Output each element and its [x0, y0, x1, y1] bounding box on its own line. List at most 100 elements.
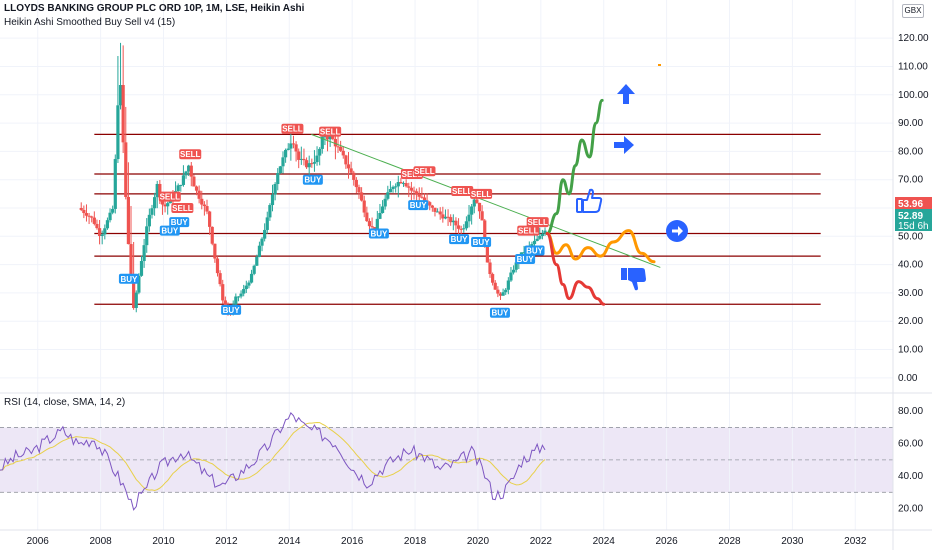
- candle-body: [320, 136, 324, 149]
- time-tick-label: 2024: [593, 536, 616, 547]
- candle-body: [192, 176, 196, 187]
- candle-body: [132, 277, 136, 308]
- candle-body: [312, 162, 317, 164]
- candle-body: [116, 105, 120, 160]
- signal-sell-label: SELL: [471, 190, 492, 199]
- candle-body: [396, 182, 400, 187]
- candle-body: [129, 244, 133, 278]
- candle-body: [152, 197, 157, 209]
- signal-buy-label: BUY: [410, 201, 428, 210]
- candle-body: [433, 207, 437, 212]
- candle-body: [407, 186, 411, 188]
- candles: [79, 42, 547, 316]
- price-tick-label: 70.00: [898, 175, 923, 186]
- crosshair-price-text: 53.96: [898, 199, 923, 210]
- currency-tag[interactable]: GBX: [902, 4, 924, 18]
- rsi-tick-label: 40.00: [898, 471, 923, 482]
- candle-body: [491, 274, 495, 283]
- last-price-text: 52.89: [898, 211, 923, 222]
- candle-body: [535, 238, 539, 241]
- candle-body: [189, 165, 193, 177]
- candle-body: [417, 194, 421, 197]
- candle-body: [438, 211, 442, 215]
- candle-body: [446, 216, 450, 218]
- price-tick-label: 120.00: [898, 33, 929, 44]
- candle-body: [239, 293, 243, 297]
- price-tick-label: 80.00: [898, 146, 923, 157]
- candle-body: [108, 212, 112, 221]
- time-tick-label: 2026: [655, 536, 678, 547]
- candle-body: [276, 173, 280, 185]
- candle-body: [184, 171, 188, 176]
- symbol-title[interactable]: LLOYDS BANKING GROUP PLC ORD 10P, 1M, LS…: [4, 3, 305, 14]
- candle-body: [284, 149, 288, 158]
- candle-body: [401, 183, 406, 185]
- candle-body: [318, 148, 322, 156]
- signal-buy-bg: [159, 225, 180, 236]
- candle-body: [488, 262, 492, 275]
- candle-body: [95, 223, 99, 229]
- candle-body: [197, 190, 201, 199]
- candle-body: [509, 272, 513, 281]
- candle-body: [422, 197, 427, 201]
- rsi-axis[interactable]: 20.00 40.00 60.00 80.00: [898, 406, 923, 514]
- indicator-title[interactable]: Heikin Ashi Smoothed Buy Sell v4 (15): [4, 17, 176, 28]
- candle-body: [268, 205, 272, 218]
- candle-body: [404, 183, 408, 187]
- price-tick-label: 10.00: [898, 345, 923, 356]
- candle-body: [92, 217, 96, 224]
- candle-body: [456, 225, 461, 229]
- candle-body: [504, 289, 508, 293]
- candle-body: [328, 136, 332, 140]
- signal-buy-bg: [489, 307, 510, 318]
- time-tick-label: 2010: [152, 536, 175, 547]
- signal-sell-bg: [171, 203, 194, 213]
- candle-body: [105, 220, 110, 229]
- rsi-tick-label: 80.00: [898, 406, 923, 417]
- candle-body: [200, 198, 204, 205]
- candle-body: [357, 187, 361, 193]
- time-tick-label: 2014: [278, 536, 301, 547]
- candle-body: [383, 198, 387, 207]
- signal-buy-bg: [169, 217, 190, 228]
- price-axis[interactable]: 0.0010.0020.0030.0040.0050.0060.0070.008…: [898, 33, 929, 384]
- thumbs-up-icon: [576, 188, 603, 213]
- candle-body: [255, 256, 259, 266]
- signal-sell-bg: [470, 188, 493, 199]
- candle-body: [307, 163, 311, 168]
- candle-body: [394, 186, 398, 188]
- candle-body: [480, 211, 484, 221]
- candle-body: [126, 196, 130, 245]
- candle-body: [365, 212, 369, 222]
- time-tick-label: 2016: [341, 536, 364, 547]
- candle-body: [215, 258, 220, 274]
- price-tick-label: 40.00: [898, 260, 923, 271]
- candle-body: [187, 165, 191, 172]
- grid: [0, 0, 893, 530]
- candle-body: [297, 151, 301, 160]
- candle-body: [399, 182, 403, 184]
- signal-sell-label: SELL: [402, 170, 423, 179]
- time-tick-label: 2012: [215, 536, 238, 547]
- candle-body: [213, 243, 217, 259]
- candle-body: [449, 217, 453, 223]
- rsi-title[interactable]: RSI (14, close, SMA, 14, 2): [4, 397, 126, 408]
- signal-buy-bg: [302, 174, 323, 185]
- candle-body: [391, 186, 395, 190]
- candle-body: [273, 184, 277, 195]
- crosshair-price-label: 53.96: [895, 197, 932, 210]
- candle-body: [459, 228, 463, 230]
- signal-labels: BUYSELLSELLBUYBUYSELLBUYSELLBUYSELLBUYSE…: [118, 123, 549, 318]
- price-tick-label: 30.00: [898, 288, 923, 299]
- candle-body: [470, 206, 474, 215]
- signal-buy-bg: [408, 200, 429, 211]
- candle-body: [467, 214, 471, 222]
- time-axis[interactable]: 2006 2008 2010 2012 2014 2016 2018 2020 2022 2024…: [27, 536, 867, 547]
- candle-body: [263, 229, 267, 239]
- trendline[interactable]: [311, 133, 661, 268]
- signal-sell-label: SELL: [160, 193, 181, 202]
- candle-body: [409, 187, 413, 191]
- candle-body: [90, 216, 94, 218]
- signal-buy-label: BUY: [120, 275, 138, 284]
